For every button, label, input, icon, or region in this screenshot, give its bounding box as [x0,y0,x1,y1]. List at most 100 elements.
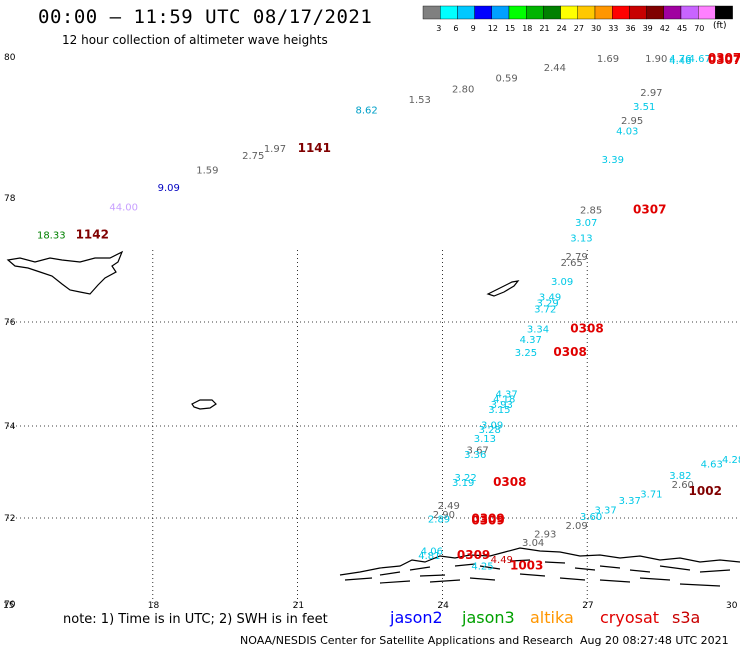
wave-height-value: 4.37 [520,335,542,346]
wave-height-value: 3.39 [602,155,624,166]
wave-height-value: 2.95 [621,116,643,127]
legend-swatch [457,5,475,20]
wave-height-value: 4.49 [491,555,513,566]
pass-id-label: 1142 [76,227,109,241]
wave-height-value: 3.07 [575,218,597,229]
legend-swatch [663,5,682,20]
pass-id-label: 0309 [471,513,504,527]
graticule [8,250,740,604]
pass-id-label: 1002 [689,484,722,498]
lat-tick-label: 70 [4,600,16,610]
wave-height-value: 4.63 [701,459,723,470]
legend-tick-label: 24 [557,24,567,33]
wave-height-value: 1.53 [409,95,431,106]
wave-height-value: 1.97 [264,144,286,155]
legend-tick-label: 12 [488,24,498,33]
pass-id-label: 1141 [298,141,331,155]
legend-tick-label: 21 [539,24,549,33]
wave-height-value: 3.93 [491,400,513,411]
lon-tick-label: 24 [437,601,449,611]
legend-tick-label: 45 [677,24,687,33]
wave-height-value: 3.49 [539,292,561,303]
color-legend: 3 6 9 12 15 18 21 24 27 30 33 36 39 42 45 70 [422,5,733,33]
legend-swatch [594,5,613,20]
wave-height-value: 4.28 [722,455,740,466]
legend-swatch [560,5,578,20]
wave-height-value: 4.67 [689,54,711,65]
legend-tick-label: 30 [591,24,601,33]
wave-height-value: 4.76 [669,54,691,65]
pass-id-label: 0307 [708,51,740,65]
wave-height-value: 3.37 [619,496,641,507]
legend-tick-label: 6 [453,24,458,33]
wave-height-value: 1.69 [597,54,619,65]
wave-height-value: 2.65 [561,258,583,269]
wave-height-value: 3.67 [467,446,489,457]
legend-tick-label: 9 [471,24,476,33]
wave-height-value: 2.49 [438,501,460,512]
legend-tick-label: 15 [505,24,515,33]
legend-tick-label: 70 [694,24,704,33]
svalbard-coast [6,250,124,295]
pass-id-label: 0308 [553,345,586,359]
lon-tick-label: 30 [726,601,738,611]
wave-height-value: 3.13 [474,434,496,445]
legend-swatch [715,5,733,20]
wave-height-value: 3.09 [481,420,503,431]
lat-tick-label: 80 [4,53,16,63]
wave-height-value: 2.97 [640,88,662,99]
legend-tick-label: 27 [574,24,584,33]
wave-height-value: 44.00 [109,202,138,213]
bear-island [191,399,217,410]
wave-height-value: 3.36 [464,450,486,461]
legend-tick-label: 42 [660,24,670,33]
pass-id-label: 0309 [471,511,504,525]
wave-height-value: 3.37 [594,505,616,516]
satellite-altika-label: altika [530,608,574,627]
legend-swatch [526,5,544,20]
wave-height-value: 3.34 [527,324,549,335]
wave-height-value: 2.93 [534,529,556,540]
wave-height-value: 3.51 [633,102,655,113]
wave-height-value: 3.28 [479,425,501,436]
wave-height-labels: 18.33 1142 44.00 9.09 1.59 2.751.97 1141 8.62 1.… [37,51,740,573]
legend-swatch [474,5,493,20]
wave-height-value: 2.90 [433,510,455,521]
lat-tick-label: 78 [4,194,16,204]
legend-swatch [646,5,664,20]
wave-height-value: 3.72 [534,305,556,316]
wave-height-value: 4.06 [421,547,443,558]
lat-tick-label: 72 [4,514,15,524]
page-title: 00:00 – 11:59 UTC 08/17/2021 [38,6,373,28]
wave-height-value: 3.22 [454,473,476,484]
timestamp-text: Aug 20 08:27:48 UTC 2021 [580,634,729,647]
wave-height-value: 4.25 [471,562,493,573]
legend-swatch [422,5,441,20]
wave-height-value: 4.46 [669,56,691,67]
wave-height-value: 4.81 [418,551,440,562]
coastline [6,250,740,587]
satellite-cryosat-label: cryosat [600,608,660,627]
lat-tick-label: 74 [4,422,16,432]
legend-swatch [612,5,630,20]
wave-height-value: 3.13 [570,233,592,244]
wave-height-value: 3.25 [515,348,537,359]
page-subtitle: 12 hour collection of altimeter wave hei… [62,33,328,47]
wave-height-value: 2.75 [242,151,264,162]
wave-height-value: 4.18 [493,395,515,406]
wave-height-value: 3.29 [537,299,559,310]
wave-height-value: 2.60 [672,480,694,491]
satellite-jason2-label: jason2 [390,608,443,627]
legend-tick-label: 36 [625,24,635,33]
credit-text: NOAA/NESDIS Center for Satellite Applica… [240,634,574,647]
satellite-jason3-label: jason3 [462,608,515,627]
wave-height-value: 2.85 [580,206,602,217]
lon-tick-label: 15 [3,601,14,611]
pass-id-label: 0308 [570,321,603,335]
legend-swatch [491,5,510,20]
legend-tick-label: 33 [608,24,618,33]
lon-tick-label: 18 [148,601,160,611]
wave-height-value: 2.89 [428,514,450,525]
note-text: note: 1) Time is in UTC; 2) SWH is in fe… [63,612,328,627]
